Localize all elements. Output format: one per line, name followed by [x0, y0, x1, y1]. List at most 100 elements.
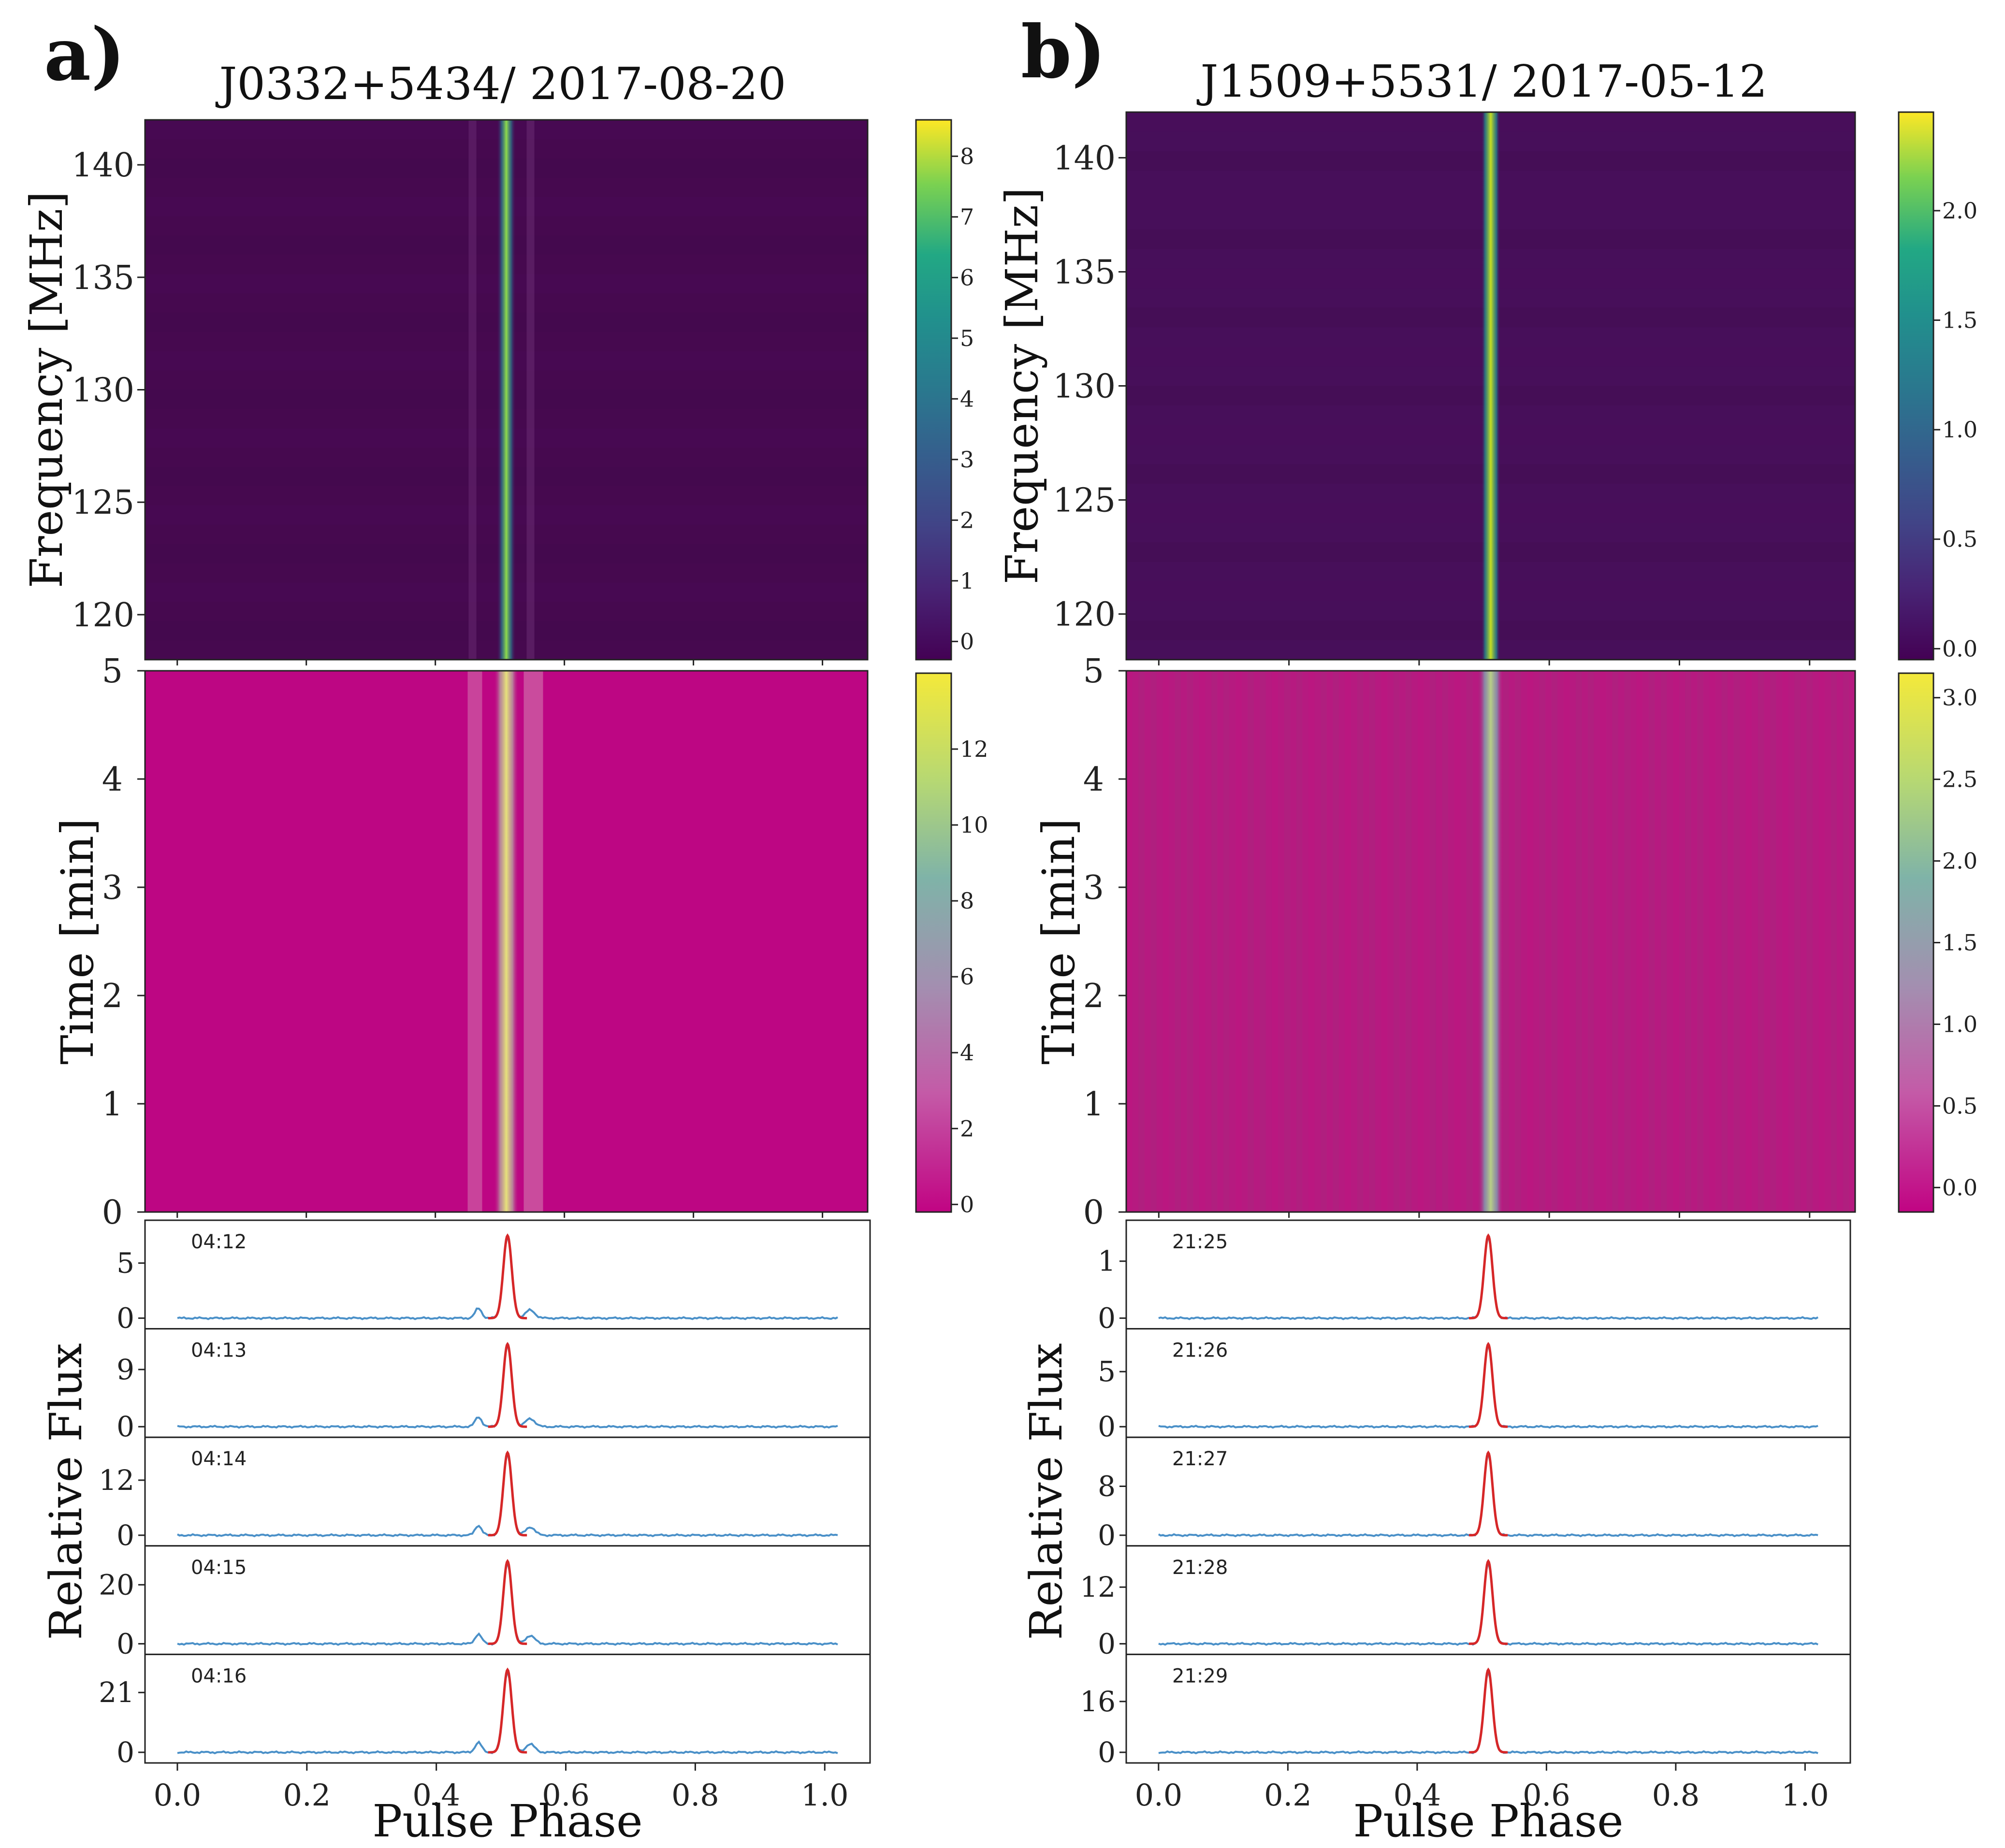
time-noise-stripe	[1138, 671, 1145, 1212]
time-y-tick-label: 4	[102, 761, 123, 799]
time-noise-stripe	[1211, 671, 1218, 1212]
time-colorbar-tick-label: 12	[960, 736, 988, 762]
time-noise-stripe	[1199, 671, 1206, 1212]
x-tick-label: 0.8	[1652, 1777, 1700, 1813]
time-noise-stripe	[1248, 671, 1254, 1212]
profile-fit-line	[1468, 1450, 1508, 1537]
time-noise-stripe	[1369, 671, 1376, 1212]
time-noise-stripe	[1745, 671, 1752, 1212]
time-y-tick-label: 1	[1083, 1085, 1104, 1124]
frequency-colorbar-tick-label: 2.0	[1942, 198, 1977, 224]
time-noise-stripe	[1794, 671, 1801, 1212]
profile-y-tick-label: 12	[99, 1464, 134, 1497]
profile-y-tick-label: 0	[116, 1627, 134, 1660]
profile-y-tick-label: 0	[116, 1302, 134, 1335]
time-y-tick-label: 3	[102, 869, 123, 907]
time-colorbar-tick-label: 1.0	[1942, 1011, 1977, 1037]
time-colorbar-tick-label: 2	[960, 1115, 974, 1141]
time-noise-stripe	[1600, 671, 1606, 1212]
frequency-y-tick-label: 130	[72, 372, 134, 410]
time-noise-stripe	[1527, 671, 1533, 1212]
x-tick-label: 0.0	[154, 1777, 202, 1813]
frequency-y-tick-label: 125	[1053, 482, 1116, 520]
profile-fit-line	[488, 1667, 527, 1754]
frequency-y-tick-label: 120	[1053, 596, 1116, 634]
frequency-y-tick-label: 120	[72, 596, 134, 635]
time-colorbar-tick-label: 2.5	[1942, 766, 1977, 793]
time-noise-stripe	[1321, 671, 1327, 1212]
frequency-colorbar-tick-label: 1.0	[1942, 417, 1977, 443]
x-tick-label: 0.6	[542, 1777, 590, 1813]
x-tick-label: 0.8	[671, 1777, 719, 1813]
profile-fit-line	[488, 1233, 527, 1320]
time-y-tick-label: 2	[1083, 977, 1104, 1015]
time-noise-stripe	[1393, 671, 1400, 1212]
time-noise-stripe	[1284, 671, 1291, 1212]
x-tick-label: 0.4	[1394, 1777, 1441, 1813]
time-noise-stripe	[1333, 671, 1339, 1212]
frequency-colorbar-tick-label: 0.0	[1942, 635, 1977, 662]
frequency-y-tick-label: 125	[72, 484, 134, 522]
time-colorbar-tick-label: 10	[960, 812, 988, 838]
time-noise-stripe	[1187, 671, 1193, 1212]
frequency-y-tick-label: 135	[72, 259, 134, 297]
time-noise-stripe	[1697, 671, 1703, 1212]
time-noise-stripe	[1515, 671, 1521, 1212]
time-noise-stripe	[1235, 671, 1242, 1212]
profile-y-tick-label: 12	[1080, 1571, 1116, 1603]
time-pulse-streak	[494, 671, 519, 1212]
frequency-axis-label: Frequency [MHz]	[21, 191, 73, 589]
time-y-tick-label: 5	[1083, 652, 1104, 691]
profile-time-label: 21:27	[1172, 1448, 1228, 1470]
profile-time-label: 04:16	[191, 1665, 247, 1687]
profile-fit-line	[488, 1559, 527, 1645]
time-noise-stripe	[1563, 671, 1570, 1212]
profile-time-label: 21:29	[1172, 1665, 1228, 1687]
time-pulse-streak	[1478, 671, 1503, 1212]
profile-fit-line	[1468, 1342, 1508, 1428]
profile-time-label: 21:25	[1172, 1231, 1228, 1253]
time-noise-stripe	[1612, 671, 1618, 1212]
flux-axis-label: Relative Flux	[40, 1343, 92, 1640]
time-noise-stripe	[1575, 671, 1582, 1212]
time-colorbar-tick-label: 0.0	[1942, 1174, 1977, 1200]
time-colorbar-tick-label: 8	[960, 888, 974, 914]
time-noise-stripe	[1406, 671, 1412, 1212]
profile-y-tick-label: 5	[1098, 1355, 1116, 1388]
time-colorbar-tick-label: 1.5	[1942, 930, 1977, 956]
frequency-colorbar-tick-label: 0	[960, 628, 974, 654]
time-noise-stripe	[1150, 671, 1157, 1212]
profile-time-label: 21:28	[1172, 1557, 1228, 1579]
frequency-colorbar-tick-label: 7	[960, 204, 974, 230]
time-noise-stripe	[1624, 671, 1631, 1212]
frequency-y-tick-label: 130	[1053, 368, 1116, 406]
time-noise-stripe	[1733, 671, 1740, 1212]
time-noise-stripe	[1648, 671, 1655, 1212]
profile-fit-line	[1468, 1559, 1508, 1645]
time-noise-stripe	[1709, 671, 1715, 1212]
profile-fit-line	[488, 1450, 527, 1537]
frequency-pulse-streak	[1481, 112, 1500, 660]
time-colorbar-tick-label: 3.0	[1942, 685, 1977, 711]
time-colorbar-tick-label: 4	[960, 1040, 974, 1066]
time-noise-stripe	[1466, 671, 1473, 1212]
time-noise-stripe	[1126, 671, 1133, 1212]
time-colorbar	[915, 672, 952, 1213]
time-plot-frame	[144, 670, 869, 1213]
time-y-tick-label: 0	[102, 1194, 123, 1232]
frequency-side-component	[468, 120, 477, 660]
time-noise-stripe	[1539, 671, 1546, 1212]
time-noise-stripe	[1430, 671, 1436, 1212]
time-noise-stripe	[1418, 671, 1424, 1212]
frequency-colorbar-tick-label: 6	[960, 264, 974, 290]
frequency-colorbar-tick-label: 2	[960, 507, 974, 533]
time-colorbar-tick-label: 6	[960, 964, 974, 990]
profile-y-tick-label: 0	[1098, 1410, 1116, 1443]
profile-y-tick-label: 5	[116, 1247, 134, 1280]
x-axis-label: Pulse Phase	[1353, 1795, 1623, 1847]
x-tick-label: 0.4	[412, 1777, 460, 1813]
profile-y-tick-label: 8	[1098, 1470, 1116, 1503]
time-noise-stripe	[1308, 671, 1315, 1212]
time-y-tick-label: 1	[102, 1085, 123, 1124]
time-colorbar-tick-label: 2.0	[1942, 848, 1977, 874]
